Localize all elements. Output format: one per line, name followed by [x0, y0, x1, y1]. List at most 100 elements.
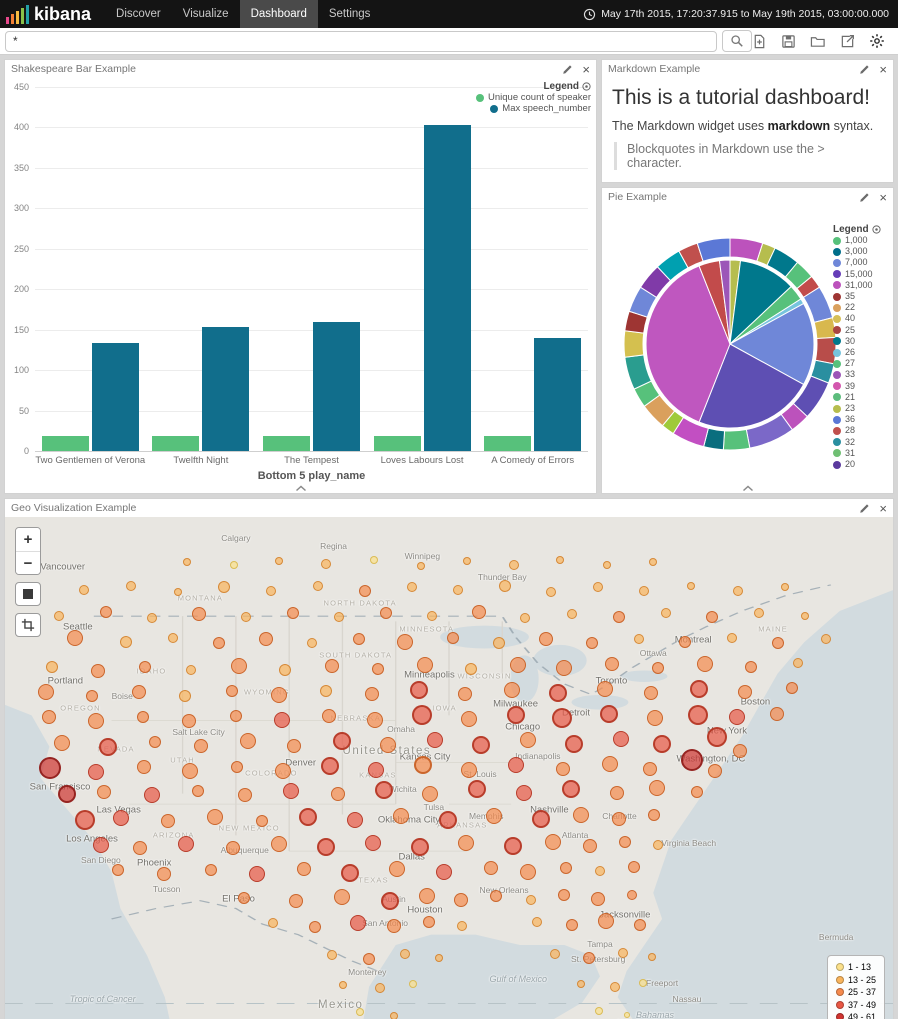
- bar-unique-count-of-speaker: [152, 435, 200, 451]
- legend-color-dot: [833, 382, 841, 391]
- fit-bounds-button[interactable]: [15, 582, 41, 606]
- collapse-panel-chevron[interactable]: [295, 485, 307, 492]
- edit-panel-icon[interactable]: [562, 64, 573, 75]
- legend-toggle[interactable]: Legend: [833, 224, 889, 235]
- query-input[interactable]: [5, 30, 718, 52]
- new-dashboard-icon[interactable]: [752, 34, 767, 49]
- legend-toggle[interactable]: Legend: [476, 81, 591, 92]
- share-dashboard-icon[interactable]: [840, 34, 855, 49]
- legend-item[interactable]: 26: [833, 347, 889, 358]
- remove-panel-icon[interactable]: ×: [879, 61, 887, 77]
- legend-item[interactable]: 36: [833, 414, 889, 425]
- filter-options-icon[interactable]: [869, 33, 885, 49]
- time-range-text: May 17th 2015, 17:20:37.915 to May 19th …: [601, 8, 889, 20]
- geo-map[interactable]: Vancouver Calgary Regina Winnipeg Thunder Ba…: [5, 517, 893, 1019]
- gridline: [35, 289, 588, 291]
- legend-item[interactable]: 30: [833, 336, 889, 347]
- edit-panel-icon[interactable]: [859, 503, 870, 514]
- edit-panel-icon[interactable]: [859, 64, 870, 75]
- draw-rectangle-button[interactable]: [15, 613, 41, 637]
- nav-item-settings[interactable]: Settings: [328, 8, 371, 20]
- geo-marker: [374, 983, 385, 994]
- legend-item[interactable]: 15,000: [833, 269, 889, 280]
- geo-marker: [364, 687, 379, 702]
- geo-marker: [249, 865, 266, 882]
- geo-marker: [483, 861, 498, 876]
- map-label: COLORADO: [245, 768, 298, 778]
- legend-item[interactable]: 1,000: [833, 235, 889, 246]
- markdown-link[interactable]: markdown: [767, 119, 831, 133]
- geo-marker: [820, 633, 831, 644]
- map-label: Winnipeg: [404, 551, 441, 562]
- nav-item-discover[interactable]: Discover: [116, 8, 161, 20]
- geo-legend-item: 37 - 49: [835, 999, 876, 1012]
- search-button[interactable]: [722, 30, 752, 52]
- zoom-out-button[interactable]: −: [16, 551, 40, 574]
- gridline: [35, 248, 588, 250]
- legend-item-label: Unique count of speaker: [488, 92, 591, 103]
- geo-marker: [780, 582, 789, 591]
- geo-marker: [298, 807, 317, 826]
- legend-item[interactable]: 27: [833, 358, 889, 369]
- geo-marker: [367, 711, 384, 728]
- zoom-in-button[interactable]: +: [16, 528, 40, 551]
- legend-item[interactable]: 23: [833, 403, 889, 414]
- geo-marker: [556, 660, 573, 677]
- legend-item[interactable]: 40: [833, 313, 889, 324]
- panel-header-markdown[interactable]: Markdown Example ×: [602, 60, 893, 78]
- geo-marker: [255, 814, 268, 827]
- geo-marker: [560, 861, 573, 874]
- time-picker[interactable]: May 17th 2015, 17:20:37.915 to May 19th …: [583, 8, 898, 21]
- legend-item[interactable]: 7,000: [833, 257, 889, 268]
- geo-marker: [772, 636, 785, 649]
- y-tick-label: 0: [23, 446, 29, 456]
- geo-marker: [409, 681, 428, 700]
- geo-marker: [460, 711, 477, 727]
- map-label: New Orleans: [479, 884, 529, 895]
- legend-item[interactable]: 33: [833, 369, 889, 380]
- geo-marker: [639, 979, 648, 988]
- geo-marker: [91, 663, 106, 678]
- legend-color-dot: [833, 404, 841, 413]
- legend-item[interactable]: 21: [833, 392, 889, 403]
- legend-item[interactable]: 28: [833, 425, 889, 436]
- geo-marker: [520, 731, 537, 748]
- legend-item-label: 30: [845, 335, 856, 346]
- panel-markdown: Markdown Example × This is a tutorial da…: [601, 59, 894, 183]
- save-dashboard-icon[interactable]: [781, 34, 796, 49]
- nav-item-dashboard[interactable]: Dashboard: [239, 0, 318, 28]
- geo-marker: [321, 756, 339, 775]
- bar-group: [477, 87, 588, 451]
- pie-outer-slice: [722, 428, 751, 451]
- geo-marker: [503, 837, 522, 856]
- geo-marker: [549, 948, 560, 959]
- geo-marker: [192, 606, 207, 621]
- geo-marker: [591, 892, 606, 907]
- legend-item[interactable]: Max speech_number: [476, 103, 591, 114]
- legend-item[interactable]: 31: [833, 448, 889, 459]
- map-label: Boise: [111, 690, 133, 701]
- legend-item[interactable]: Unique count of speaker: [476, 92, 591, 103]
- legend-item[interactable]: 31,000: [833, 280, 889, 291]
- legend-item[interactable]: 32: [833, 437, 889, 448]
- legend-item[interactable]: 35: [833, 291, 889, 302]
- geo-marker: [609, 785, 624, 800]
- edit-panel-icon[interactable]: [859, 192, 870, 203]
- legend-item[interactable]: 3,000: [833, 246, 889, 257]
- panel-header-pie[interactable]: Pie Example ×: [602, 188, 893, 206]
- remove-panel-icon[interactable]: ×: [879, 500, 887, 516]
- legend-item[interactable]: 22: [833, 302, 889, 313]
- kibana-logo[interactable]: kibana: [0, 4, 91, 25]
- legend-item[interactable]: 25: [833, 325, 889, 336]
- panel-header-bar[interactable]: Shakespeare Bar Example ×: [5, 60, 596, 78]
- legend-item[interactable]: 39: [833, 381, 889, 392]
- nav-item-visualize[interactable]: Visualize: [182, 8, 229, 20]
- panel-header-geo[interactable]: Geo Visualization Example ×: [5, 499, 893, 517]
- collapse-panel-chevron[interactable]: [742, 485, 754, 492]
- geo-marker: [525, 894, 536, 905]
- remove-panel-icon[interactable]: ×: [879, 189, 887, 205]
- load-dashboard-icon[interactable]: [810, 34, 826, 49]
- legend-item[interactable]: 20: [833, 459, 889, 470]
- y-tick-label: 200: [13, 284, 29, 295]
- remove-panel-icon[interactable]: ×: [582, 61, 590, 77]
